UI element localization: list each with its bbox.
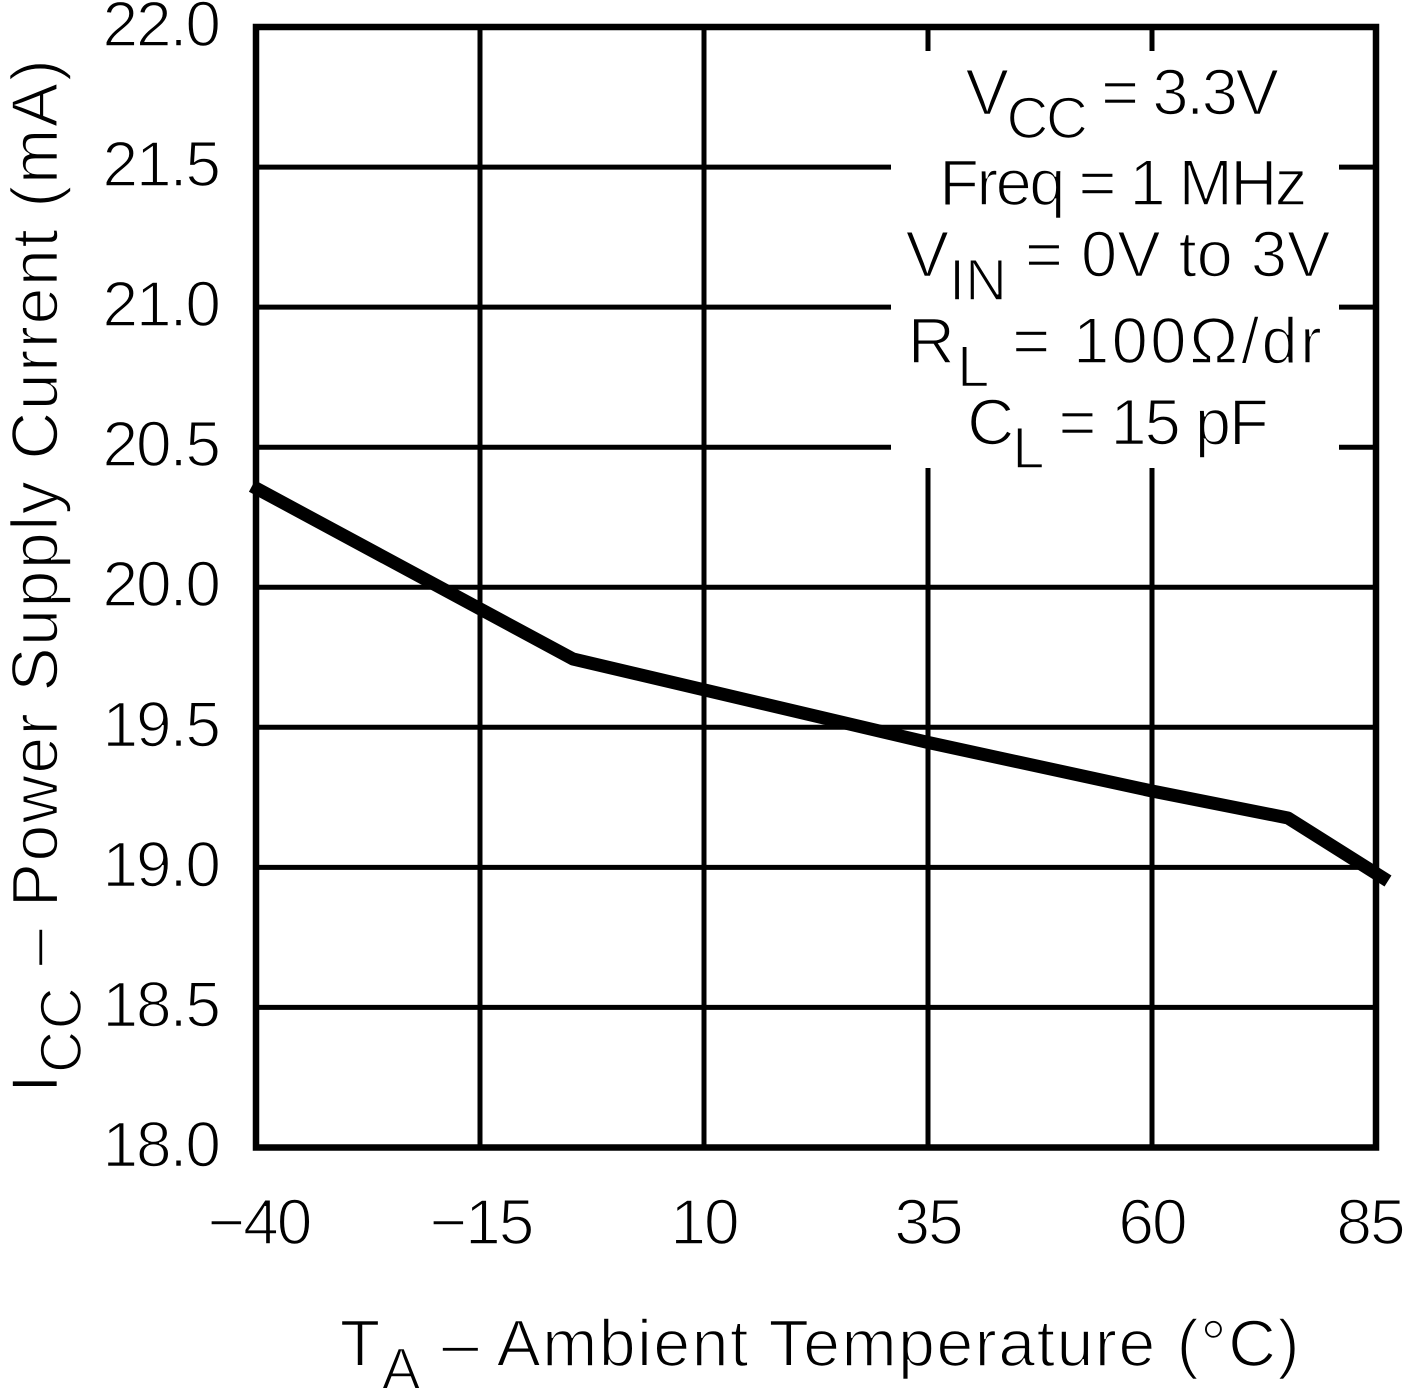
svg-text:Freq = 1 MHz: Freq = 1 MHz <box>939 146 1305 219</box>
svg-text:−40: −40 <box>208 1186 311 1258</box>
svg-text:18.0: 18.0 <box>102 1109 219 1181</box>
svg-text:20.5: 20.5 <box>102 408 219 480</box>
svg-text:20.0: 20.0 <box>102 548 219 620</box>
svg-text:19.0: 19.0 <box>102 828 219 900</box>
svg-text:21.5: 21.5 <box>102 128 219 200</box>
svg-text:−15: −15 <box>430 1186 533 1258</box>
svg-text:21.0: 21.0 <box>102 268 219 340</box>
svg-text:18.5: 18.5 <box>102 969 219 1041</box>
svg-text:60: 60 <box>1118 1186 1186 1258</box>
svg-text:22.0: 22.0 <box>102 0 219 60</box>
svg-text:19.5: 19.5 <box>102 688 219 760</box>
svg-text:10: 10 <box>670 1186 738 1258</box>
svg-text:85: 85 <box>1336 1186 1403 1258</box>
svg-text:TA – Ambient Temperature (°C): TA – Ambient Temperature (°C) <box>340 1306 1301 1391</box>
svg-text:ICC – Power Supply Current (mA: ICC – Power Supply Current (mA) <box>0 58 94 1093</box>
svg-text:35: 35 <box>894 1186 961 1258</box>
